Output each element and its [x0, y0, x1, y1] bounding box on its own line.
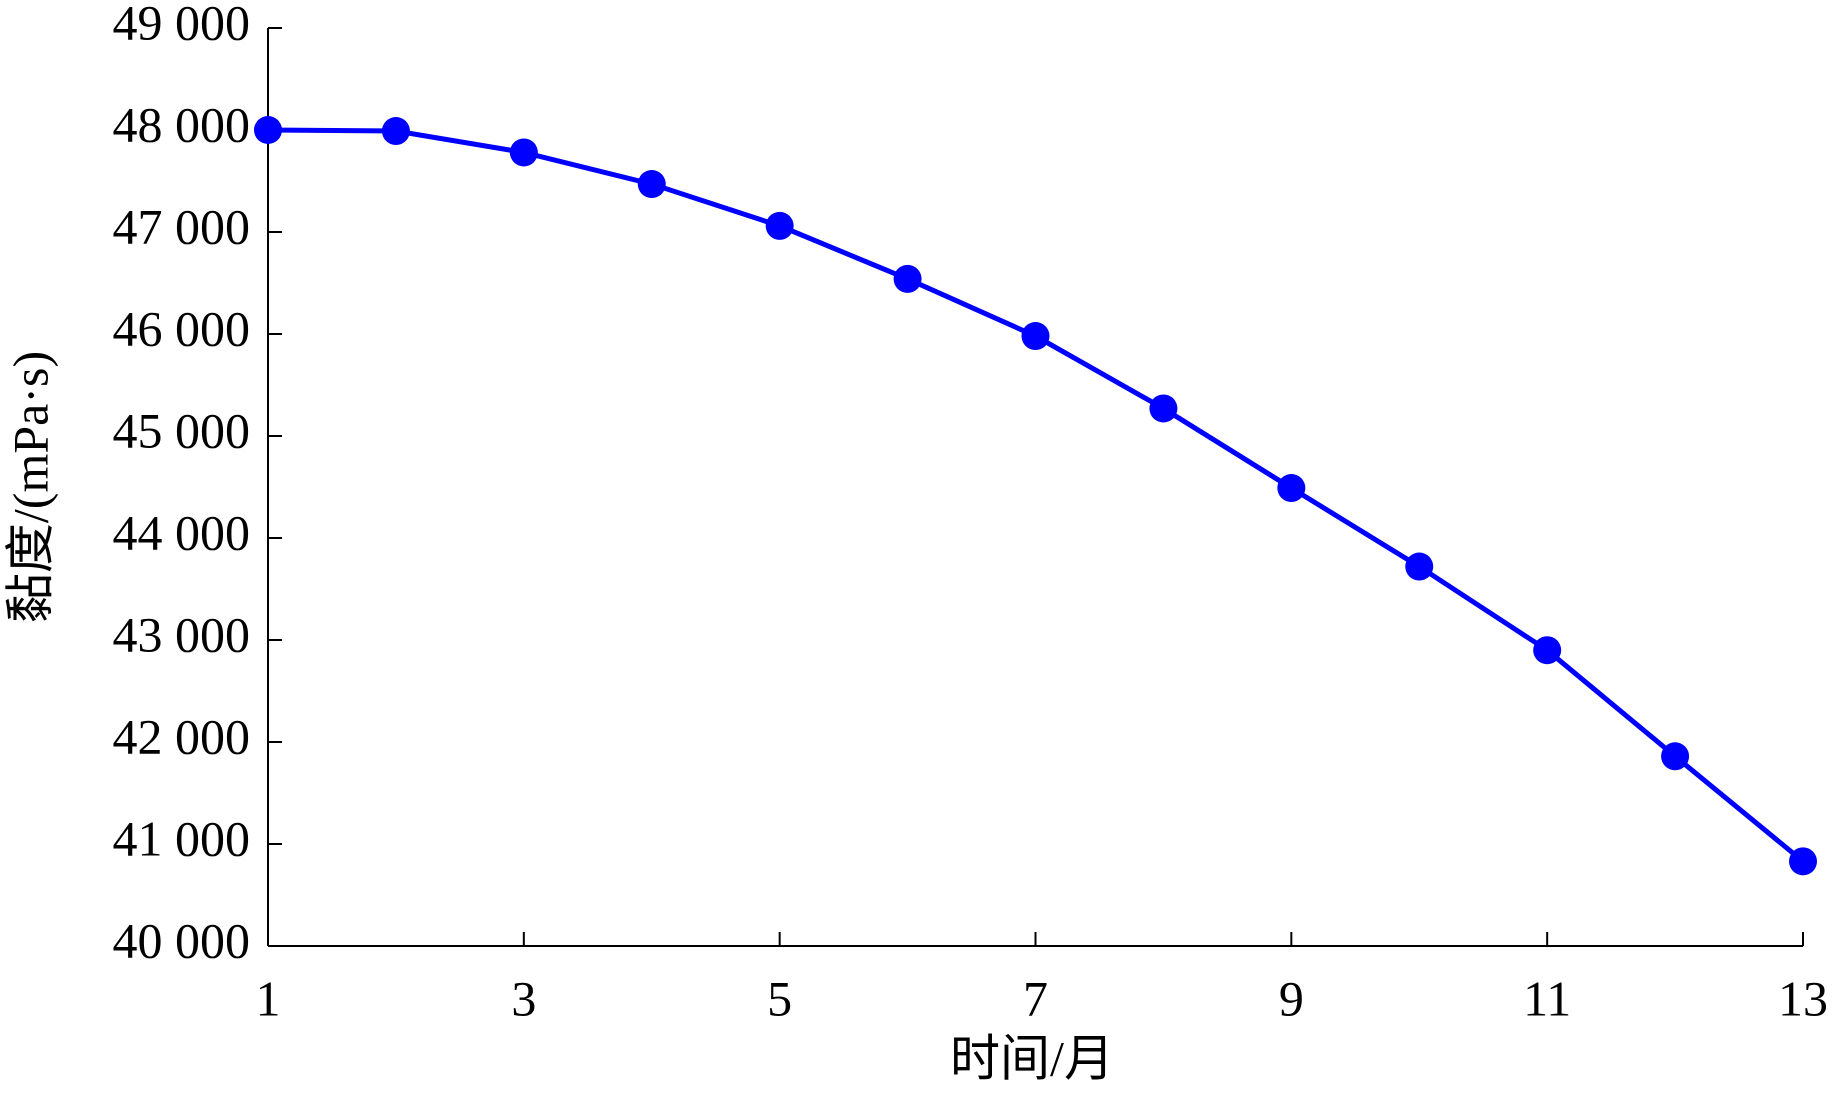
y-tick-label: 40 000: [113, 912, 251, 968]
point: [1149, 394, 1178, 423]
y-tick-label: 44 000: [113, 504, 251, 560]
y-tick-label: 48 000: [113, 96, 251, 152]
point: [509, 138, 538, 167]
x-tick-label: 5: [767, 970, 792, 1026]
y-tick-label: 46 000: [113, 300, 251, 356]
line: [267, 127, 1805, 864]
x-tick-label: 13: [1778, 970, 1828, 1026]
point: [637, 170, 666, 199]
x-axis-title: 时间/月: [950, 1030, 1114, 1086]
x-tick-label: 3: [511, 970, 536, 1026]
y-tick-label: 41 000: [113, 810, 251, 866]
x-tick-label: 7: [1023, 970, 1048, 1026]
y-tick-label: 45 000: [113, 402, 251, 458]
point: [381, 117, 410, 146]
y-tick-label: 49 000: [113, 0, 251, 50]
y-tick-label: 42 000: [113, 708, 251, 764]
point: [765, 211, 794, 240]
point: [254, 116, 282, 144]
x-tick-label: 9: [1279, 970, 1304, 1026]
x-tick-label: 11: [1523, 970, 1571, 1026]
point: [1789, 847, 1817, 876]
y-axis-title: 黏度/(mPa·s): [2, 351, 58, 623]
point: [1405, 552, 1434, 581]
y-tick-label: 43 000: [113, 606, 251, 662]
x-tick-label: 1: [256, 970, 281, 1026]
point: [893, 264, 922, 293]
y-tick-label: 47 000: [113, 198, 251, 254]
point: [1533, 636, 1562, 665]
point: [1021, 322, 1050, 351]
point: [1661, 742, 1690, 771]
point: [1277, 474, 1306, 503]
